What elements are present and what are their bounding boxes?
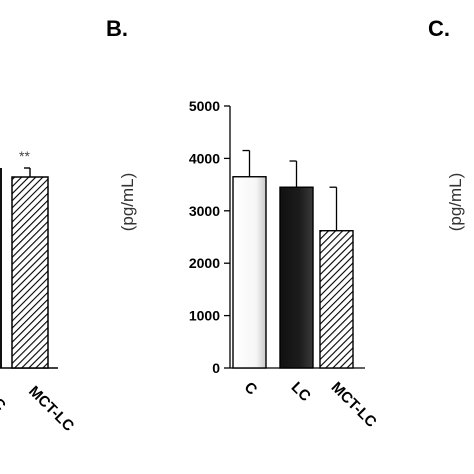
y-ticks: 0 1000 2000 3000 4000 5000: [189, 98, 230, 376]
right-partial-panel: (pg/mL): [446, 173, 465, 232]
y-tick-label: 2000: [189, 255, 220, 271]
y-tick-label: 0: [212, 360, 220, 376]
category-label: C: [241, 379, 261, 399]
right-partial-y-axis-label: (pg/mL): [446, 173, 465, 232]
category-labels: C LC MCT-LC: [241, 379, 380, 431]
y-tick-label: 1000: [189, 308, 220, 324]
y-tick-label: 3000: [189, 203, 220, 219]
left-partial-panel: ** MCT-LC C: [0, 148, 77, 435]
y-tick-label: 4000: [189, 150, 220, 166]
y-axis-label: (pg/mL): [118, 173, 137, 232]
error-bars: [242, 149, 338, 231]
left-partial-significance: **: [19, 148, 30, 164]
left-partial-category-fragment: C: [0, 395, 9, 415]
left-partial-bar-edge: [0, 168, 2, 368]
y-tick-label: 5000: [189, 98, 220, 114]
panel-label-c: C.: [428, 16, 450, 41]
panel-label-b: B.: [106, 16, 128, 41]
bar-lc: [279, 186, 314, 369]
bar-mct-lc: [319, 230, 354, 369]
category-label: LC: [288, 379, 314, 405]
category-label: MCT-LC: [328, 379, 380, 431]
bar-c: [232, 176, 267, 369]
left-partial-category-label: MCT-LC: [25, 383, 77, 435]
bars: [232, 176, 354, 369]
left-partial-hatched-bar: [11, 176, 49, 369]
chart-b: (pg/mL) 0 1000 2000 3000 4000 5000 C LC MCT-LC: [118, 98, 380, 431]
